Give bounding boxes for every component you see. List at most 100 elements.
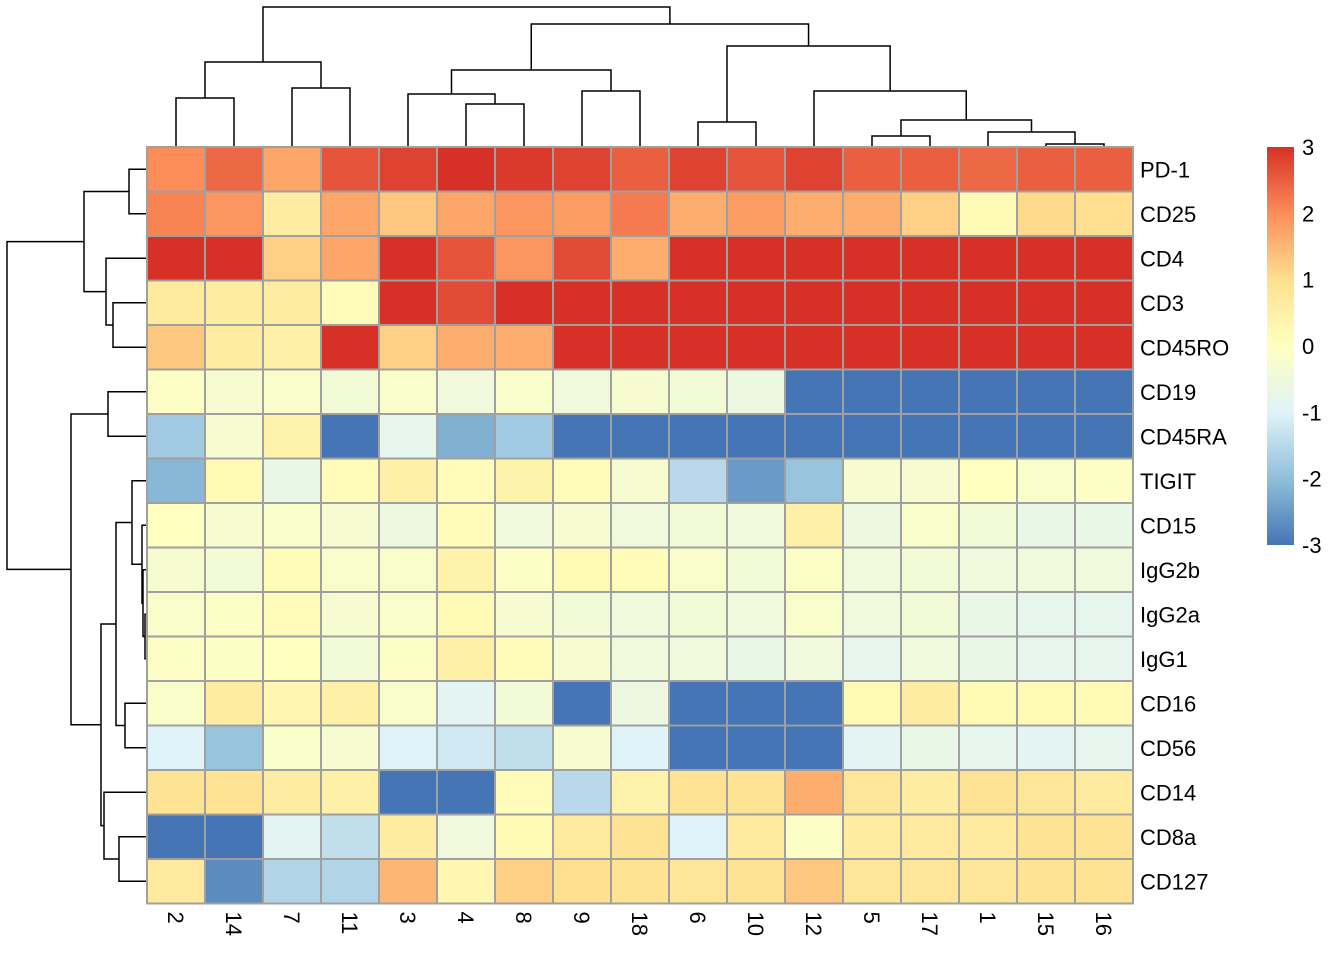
heatmap-cell bbox=[552, 190, 612, 237]
row-label: IgG2a bbox=[1140, 602, 1201, 627]
heatmap-cell bbox=[146, 502, 206, 549]
heatmap-cell bbox=[262, 368, 322, 415]
heatmap-cell bbox=[842, 190, 902, 237]
heatmap-cell bbox=[958, 279, 1018, 326]
heatmap-cell bbox=[610, 546, 670, 593]
heatmap-cell bbox=[900, 368, 960, 415]
heatmap-cell bbox=[784, 324, 844, 371]
heatmap-cell bbox=[436, 813, 496, 860]
legend-tick-label: 0 bbox=[1302, 334, 1314, 359]
heatmap-cell bbox=[1016, 235, 1076, 282]
heatmap-cell bbox=[668, 813, 728, 860]
dendrogram-branch bbox=[697, 121, 757, 146]
row-label: CD14 bbox=[1140, 780, 1196, 805]
column-label: 14 bbox=[221, 912, 246, 936]
column-label: 9 bbox=[569, 912, 594, 924]
heatmap-cell bbox=[552, 591, 612, 638]
heatmap-cell bbox=[726, 769, 786, 816]
heatmap-cell bbox=[958, 813, 1018, 860]
column-label: 7 bbox=[279, 912, 304, 924]
heatmap-cell bbox=[1074, 546, 1134, 593]
row-label: CD45RO bbox=[1140, 335, 1229, 360]
row-label: CD45RA bbox=[1140, 424, 1227, 449]
legend-tick-label: 3 bbox=[1302, 135, 1314, 160]
heatmap-cell bbox=[262, 813, 322, 860]
row-label: CD19 bbox=[1140, 380, 1196, 405]
heatmap-cell bbox=[900, 546, 960, 593]
heatmap-cell bbox=[378, 502, 438, 549]
heatmap-cell bbox=[726, 368, 786, 415]
heatmap-cell bbox=[610, 457, 670, 504]
heatmap-cell bbox=[204, 279, 264, 326]
heatmap-cell bbox=[668, 724, 728, 771]
heatmap-cell bbox=[1016, 413, 1076, 460]
heatmap-cell bbox=[378, 724, 438, 771]
heatmap-cell bbox=[726, 324, 786, 371]
row-label: CD4 bbox=[1140, 246, 1184, 271]
heatmap-cell bbox=[436, 413, 496, 460]
dendrogram-branch bbox=[144, 613, 146, 660]
heatmap-cell bbox=[146, 724, 206, 771]
heatmap-cell bbox=[262, 724, 322, 771]
heatmap-cell bbox=[842, 235, 902, 282]
heatmap-cell bbox=[784, 769, 844, 816]
heatmap-cell bbox=[320, 635, 380, 682]
heatmap-cell bbox=[1074, 813, 1134, 860]
column-label: 5 bbox=[859, 912, 884, 924]
dendrogram-branch bbox=[112, 302, 146, 348]
heatmap-cell bbox=[146, 680, 206, 727]
heatmap-cell bbox=[204, 502, 264, 549]
heatmap-cell bbox=[378, 635, 438, 682]
heatmap-cell bbox=[146, 190, 206, 237]
heatmap-cell bbox=[378, 813, 438, 860]
heatmap-cell bbox=[900, 457, 960, 504]
heatmap-cell bbox=[146, 858, 206, 905]
heatmap-cell bbox=[320, 546, 380, 593]
dendrogram-branch bbox=[530, 23, 810, 70]
heatmap-cell bbox=[494, 813, 554, 860]
heatmap-cell bbox=[1016, 546, 1076, 593]
heatmap-cell bbox=[900, 502, 960, 549]
heatmap-cell bbox=[262, 413, 322, 460]
heatmap-cell bbox=[842, 324, 902, 371]
heatmap-cell bbox=[842, 146, 902, 193]
heatmap-cell bbox=[668, 546, 728, 593]
dendrogram-branch bbox=[70, 413, 108, 726]
heatmap-cell bbox=[900, 813, 960, 860]
column-label: 6 bbox=[685, 912, 710, 924]
heatmap-cell bbox=[436, 724, 496, 771]
column-labels: 2 14 7 11 3 4 8 9 18 6 10 12 5 17 1 15 16 bbox=[163, 912, 1116, 936]
heatmap-cell bbox=[1016, 190, 1076, 237]
heatmap-cell bbox=[668, 413, 728, 460]
heatmap-cell bbox=[204, 769, 264, 816]
heatmap-cell bbox=[320, 769, 380, 816]
dendrogram-branch bbox=[124, 702, 146, 749]
heatmap-cell bbox=[784, 813, 844, 860]
heatmap-cell bbox=[726, 235, 786, 282]
heatmap-cell bbox=[610, 235, 670, 282]
heatmap-cell bbox=[494, 235, 554, 282]
column-dendrogram bbox=[175, 6, 1105, 146]
heatmap-cell bbox=[958, 324, 1018, 371]
heatmap-cell bbox=[900, 235, 960, 282]
heatmap-cell bbox=[262, 680, 322, 727]
heatmap-cell bbox=[146, 279, 206, 326]
row-label: IgG2b bbox=[1140, 558, 1200, 583]
heatmap-cell bbox=[726, 146, 786, 193]
heatmap-cell bbox=[958, 546, 1018, 593]
heatmap-cell bbox=[494, 413, 554, 460]
heatmap-cell bbox=[204, 368, 264, 415]
heatmap-cell bbox=[262, 858, 322, 905]
dendrogram-branch bbox=[204, 61, 322, 98]
heatmap-cell bbox=[784, 235, 844, 282]
heatmap-cell bbox=[610, 813, 670, 860]
row-label: PD-1 bbox=[1140, 157, 1190, 182]
heatmap-cell bbox=[1074, 368, 1134, 415]
heatmap-cell bbox=[436, 146, 496, 193]
heatmap-cell bbox=[494, 324, 554, 371]
heatmap-cell bbox=[1074, 413, 1134, 460]
heatmap-cell bbox=[842, 813, 902, 860]
heatmap-cell bbox=[552, 724, 612, 771]
heatmap-cell bbox=[494, 502, 554, 549]
heatmap-cell bbox=[436, 769, 496, 816]
